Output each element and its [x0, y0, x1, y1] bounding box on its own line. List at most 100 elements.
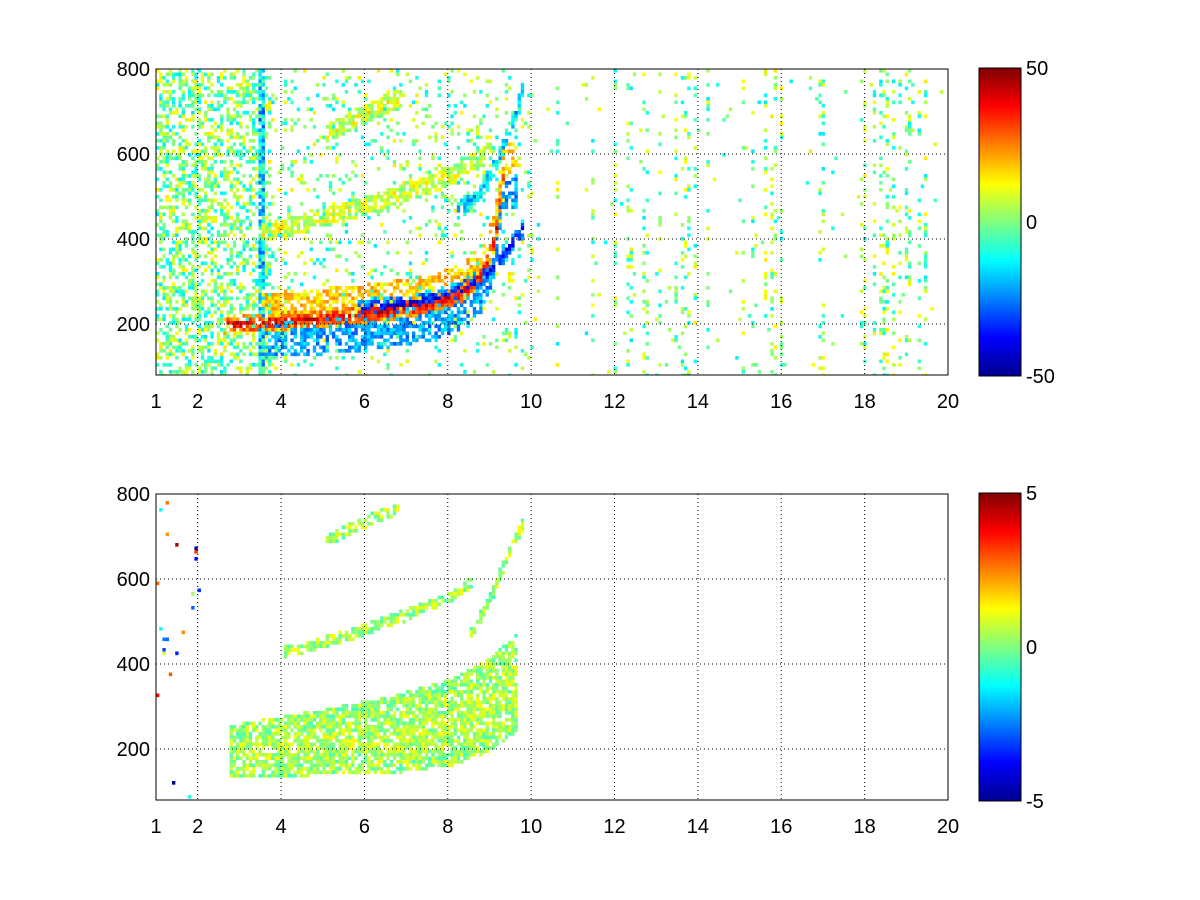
- top-heatmap-cell: [252, 153, 256, 157]
- top-heatmap-cell: [303, 181, 307, 185]
- top-heatmap-cell: [808, 76, 813, 80]
- top-heatmap-cell: [504, 149, 509, 154]
- top-heatmap-cell: [488, 128, 493, 133]
- top-heatmap-cell: [248, 352, 253, 357]
- top-heatmap-cell: [882, 366, 886, 371]
- top-heatmap-cell: [447, 331, 451, 336]
- bot-heatmap-cell: [258, 735, 262, 740]
- top-heatmap-cell: [290, 321, 294, 325]
- top-heatmap-cell: [364, 335, 368, 339]
- top-heatmap-cell: [383, 118, 387, 122]
- top-heatmap-cell: [911, 100, 915, 105]
- top-heatmap-cell: [162, 135, 166, 140]
- top-heatmap-cell: [892, 373, 896, 375]
- top-heatmap-cell: [396, 107, 400, 112]
- bot-heatmap-cell: [325, 746, 329, 750]
- top-heatmap-cell: [216, 300, 221, 304]
- top-heatmap-cell: [610, 202, 614, 206]
- top-heatmap-cell: [258, 174, 262, 178]
- top-heatmap-cell: [316, 310, 320, 315]
- top-heatmap-cell: [255, 363, 259, 367]
- top-heatmap-cell: [629, 251, 633, 255]
- top-heatmap-cell: [424, 303, 429, 308]
- top-heatmap-cell: [466, 293, 470, 297]
- top-heatmap-cell: [447, 209, 451, 213]
- top-heatmap-cell: [181, 352, 185, 357]
- bot-heatmap-cell: [280, 756, 285, 761]
- top-heatmap-cell: [476, 279, 480, 283]
- top-heatmap-cell: [645, 198, 649, 203]
- top-heatmap-cell: [860, 321, 864, 325]
- top-heatmap-cell: [239, 100, 243, 105]
- top-heatmap-cell: [284, 118, 288, 122]
- top-heatmap-cell: [501, 261, 505, 266]
- top-heatmap-cell: [156, 282, 160, 287]
- top-heatmap-cell: [389, 296, 393, 301]
- top-heatmap-cell: [184, 289, 189, 294]
- top-heatmap-cell: [264, 282, 269, 287]
- top-heatmap-cell: [626, 282, 630, 287]
- top-heatmap-cell: [322, 307, 326, 311]
- bot-heatmap-cell: [236, 767, 240, 771]
- top-heatmap-cell: [364, 114, 368, 119]
- top-heatmap-cell: [476, 198, 480, 203]
- top-heatmap-cell: [236, 132, 240, 136]
- top-heatmap-cell: [280, 324, 285, 329]
- top-heatmap-cell: [184, 363, 189, 367]
- top-heatmap-cell: [156, 258, 160, 262]
- top-heatmap-cell: [908, 79, 912, 84]
- top-heatmap-cell: [440, 135, 445, 140]
- top-heatmap-cell: [220, 125, 224, 129]
- top-heatmap-cell: [741, 146, 745, 150]
- top-heatmap-cell: [264, 107, 269, 112]
- top-heatmap-cell: [197, 310, 201, 315]
- top-heatmap-cell: [418, 282, 422, 287]
- top-heatmap-cell: [469, 160, 473, 164]
- top-heatmap-cell: [440, 310, 445, 315]
- top-heatmap-cell: [287, 314, 291, 318]
- top-heatmap-cell: [680, 223, 685, 227]
- top-heatmap-cell: [472, 251, 477, 255]
- top-heatmap-cell: [520, 118, 525, 122]
- top-heatmap-cell: [447, 79, 451, 84]
- top-heatmap-cell: [252, 321, 256, 325]
- bot-heatmap-cell: [258, 760, 262, 764]
- top-heatmap-cell: [165, 233, 169, 238]
- top-heatmap-cell: [405, 349, 409, 353]
- top-heatmap-cell: [463, 293, 467, 297]
- top-heatmap-cell: [216, 244, 221, 248]
- top-heatmap-cell: [207, 265, 211, 269]
- top-heatmap-cell: [344, 268, 349, 273]
- top-heatmap-cell: [495, 177, 499, 182]
- top-heatmap-cell: [335, 328, 339, 332]
- top-heatmap-cell: [184, 174, 189, 178]
- top-heatmap-cell: [514, 177, 518, 182]
- top-heatmap-cell: [188, 191, 192, 196]
- top-heatmap-cell: [232, 226, 237, 231]
- top-heatmap-cell: [434, 303, 438, 308]
- top-heatmap-cell: [271, 118, 275, 122]
- top-heatmap-cell: [447, 170, 451, 175]
- top-heatmap-cell: [213, 184, 217, 189]
- top-heatmap-cell: [344, 293, 349, 297]
- top-heatmap-cell: [168, 83, 173, 87]
- top-heatmap-cell: [236, 195, 240, 199]
- top-heatmap-cell: [264, 275, 269, 280]
- top-heatmap-cell: [303, 296, 307, 301]
- bot-heatmap-cell: [261, 763, 265, 768]
- top-heatmap-cell: [168, 261, 173, 266]
- top-heatmap-cell: [316, 300, 320, 304]
- top-heatmap-cell: [181, 268, 185, 273]
- bot-heatmap-cell: [280, 728, 285, 733]
- top-heatmap-cell: [159, 93, 163, 98]
- top-heatmap-cell: [405, 293, 409, 297]
- bot-heatmap-cell: [293, 739, 297, 743]
- top-heatmap-cell: [197, 349, 201, 353]
- top-heatmap-cell: [296, 223, 301, 227]
- top-heatmap-cell: [424, 107, 429, 112]
- top-heatmap-cell: [181, 72, 185, 77]
- top-heatmap-cell: [501, 195, 505, 199]
- top-heatmap-cell: [223, 338, 227, 343]
- top-heatmap-cell: [252, 125, 256, 129]
- top-heatmap-cell: [917, 366, 921, 371]
